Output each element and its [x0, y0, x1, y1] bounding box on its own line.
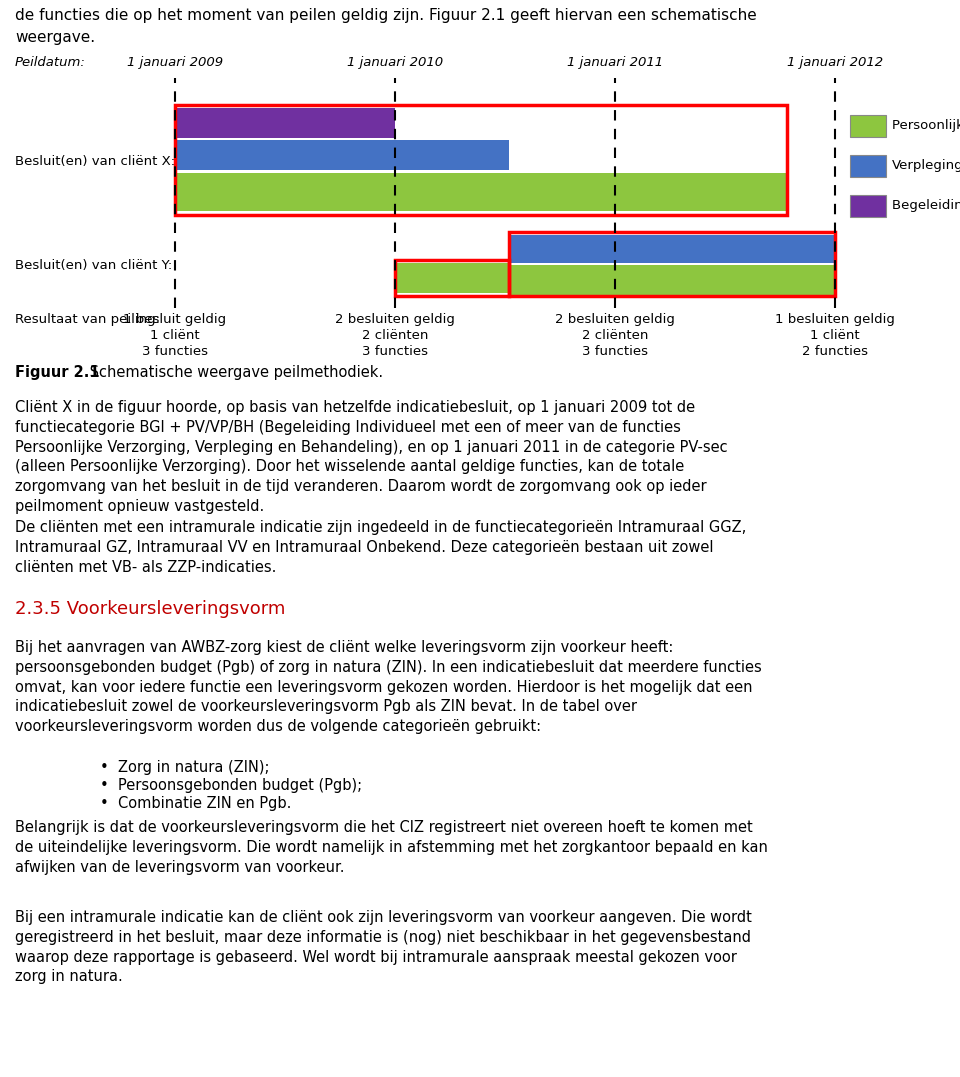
Text: 1 januari 2012: 1 januari 2012: [787, 56, 883, 69]
Text: weergave.: weergave.: [15, 30, 95, 45]
Bar: [175, 104, 786, 215]
Text: •: •: [100, 778, 108, 793]
Text: 2 cliënten: 2 cliënten: [362, 328, 428, 342]
Bar: [395, 263, 510, 293]
Text: 2 besluiten geldig: 2 besluiten geldig: [555, 313, 675, 326]
Bar: [175, 140, 510, 170]
Text: Cliënt X in de figuur hoorde, op basis van hetzelfde indicatiebesluit, op 1 janu: Cliënt X in de figuur hoorde, op basis v…: [15, 400, 728, 514]
Text: 1 besluit geldig: 1 besluit geldig: [124, 313, 227, 326]
Text: Zorg in natura (ZIN);: Zorg in natura (ZIN);: [118, 760, 270, 775]
Text: 1 cliënt: 1 cliënt: [810, 328, 860, 342]
Text: Schematische weergave peilmethodiek.: Schematische weergave peilmethodiek.: [85, 365, 383, 380]
Text: de functies die op het moment van peilen geldig zijn. Figuur 2.1 geeft hiervan e: de functies die op het moment van peilen…: [15, 8, 756, 23]
Text: Begeleiding Individueel: Begeleiding Individueel: [892, 199, 960, 212]
Text: Persoonsgebonden budget (Pgb);: Persoonsgebonden budget (Pgb);: [118, 778, 362, 793]
Text: Besluit(en) van cliënt X:: Besluit(en) van cliënt X:: [15, 155, 175, 168]
Text: •: •: [100, 760, 108, 775]
Text: 2 besluiten geldig: 2 besluiten geldig: [335, 313, 455, 326]
Bar: [850, 155, 886, 177]
Text: •: •: [100, 796, 108, 811]
Bar: [510, 265, 835, 295]
Text: 3 functies: 3 functies: [582, 345, 648, 358]
Text: Besluit(en) van cliënt Y:: Besluit(en) van cliënt Y:: [15, 258, 172, 271]
Bar: [395, 260, 510, 296]
Text: Bij een intramurale indicatie kan de cliënt ook zijn leveringsvorm van voorkeur : Bij een intramurale indicatie kan de cli…: [15, 910, 752, 984]
Text: 2.3.5 Voorkeursleveringsvorm: 2.3.5 Voorkeursleveringsvorm: [15, 600, 285, 618]
Bar: [850, 115, 886, 137]
Bar: [510, 232, 835, 296]
Text: 1 januari 2011: 1 januari 2011: [567, 56, 663, 69]
Text: 1 besluiten geldig: 1 besluiten geldig: [775, 313, 895, 326]
Bar: [175, 108, 395, 138]
Text: 1 januari 2009: 1 januari 2009: [127, 56, 223, 69]
Text: Persoonlijke verzorging: Persoonlijke verzorging: [892, 120, 960, 132]
Text: Bij het aanvragen van AWBZ-zorg kiest de cliënt welke leveringsvorm zijn voorkeu: Bij het aanvragen van AWBZ-zorg kiest de…: [15, 640, 761, 735]
Bar: [510, 235, 835, 263]
Bar: [175, 173, 786, 211]
Text: 3 functies: 3 functies: [142, 345, 208, 358]
Text: Combinatie ZIN en Pgb.: Combinatie ZIN en Pgb.: [118, 796, 292, 811]
Text: De cliënten met een intramurale indicatie zijn ingedeeld in de functiecategorieë: De cliënten met een intramurale indicati…: [15, 520, 746, 575]
Text: Belangrijk is dat de voorkeursleveringsvorm die het CIZ registreert niet overeen: Belangrijk is dat de voorkeursleveringsv…: [15, 820, 768, 875]
Text: 2 functies: 2 functies: [802, 345, 868, 358]
Text: 1 januari 2010: 1 januari 2010: [347, 56, 444, 69]
Text: Peildatum:: Peildatum:: [15, 56, 85, 69]
Bar: [850, 195, 886, 216]
Text: 3 functies: 3 functies: [362, 345, 428, 358]
Text: Figuur 2.1: Figuur 2.1: [15, 365, 100, 380]
Text: 1 cliënt: 1 cliënt: [150, 328, 200, 342]
Text: Verpleging: Verpleging: [892, 159, 960, 172]
Text: Resultaat van peiling:: Resultaat van peiling:: [15, 313, 160, 326]
Text: 2 cliënten: 2 cliënten: [582, 328, 648, 342]
